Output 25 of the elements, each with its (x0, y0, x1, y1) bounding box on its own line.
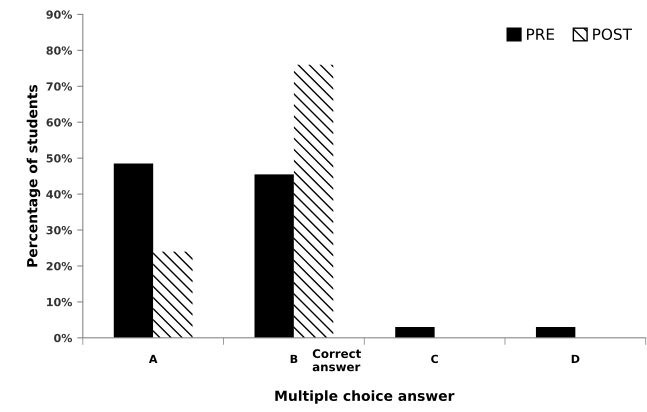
y-tick-label: 40% (46, 190, 72, 198)
legend-label: POST (593, 28, 632, 40)
y-tick-label: 60% (46, 118, 72, 127)
bar (254, 174, 294, 338)
y-axis-title: Percentage of students (26, 85, 40, 267)
bar (395, 327, 435, 338)
x-tick-label: D (572, 354, 580, 363)
y-tick-label: 80% (46, 46, 72, 55)
y-tick-label: 30% (46, 226, 72, 234)
bar (536, 327, 576, 338)
y-tick-label: 0% (54, 334, 72, 342)
y-tick-label: 90% (46, 10, 72, 19)
x-tick-label: B (290, 354, 298, 363)
bar (153, 252, 193, 338)
legend-label: PRE (527, 28, 554, 40)
x-tick-label: A (148, 354, 158, 363)
x-axis-title: Multiple choice answer (275, 390, 454, 404)
bar (294, 64, 334, 338)
y-tick-label: 70% (46, 82, 72, 91)
y-tick-label: 20% (46, 262, 72, 270)
x-tick-label: C (431, 354, 438, 364)
text: Correct answer (312, 349, 361, 372)
y-tick-label: 10% (47, 298, 72, 306)
bar (114, 164, 154, 338)
y-tick-label: 50% (46, 154, 72, 163)
